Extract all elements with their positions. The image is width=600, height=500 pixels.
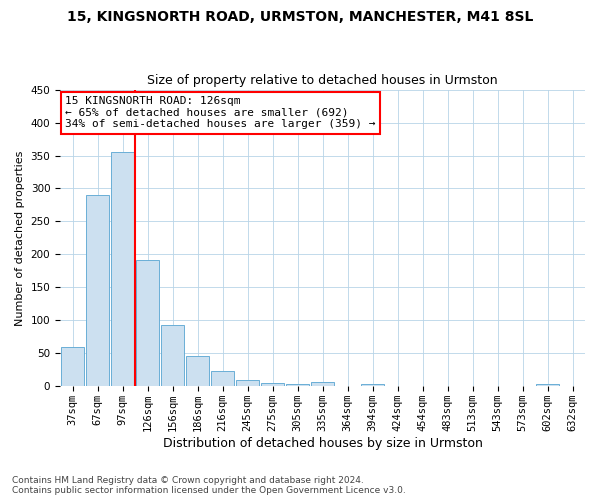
Bar	[311, 382, 334, 386]
X-axis label: Distribution of detached houses by size in Urmston: Distribution of detached houses by size …	[163, 437, 482, 450]
Bar	[361, 384, 384, 386]
Bar	[86, 195, 109, 386]
Bar	[261, 383, 284, 386]
Text: 15, KINGSNORTH ROAD, URMSTON, MANCHESTER, M41 8SL: 15, KINGSNORTH ROAD, URMSTON, MANCHESTER…	[67, 10, 533, 24]
Bar	[286, 384, 309, 386]
Text: Contains HM Land Registry data © Crown copyright and database right 2024.
Contai: Contains HM Land Registry data © Crown c…	[12, 476, 406, 495]
Bar	[186, 356, 209, 386]
Title: Size of property relative to detached houses in Urmston: Size of property relative to detached ho…	[147, 74, 498, 87]
Bar	[136, 260, 159, 386]
Bar	[161, 325, 184, 386]
Bar	[536, 384, 559, 386]
Y-axis label: Number of detached properties: Number of detached properties	[15, 150, 25, 326]
Bar	[61, 348, 84, 387]
Bar	[111, 152, 134, 386]
Text: 15 KINGSNORTH ROAD: 126sqm
← 65% of detached houses are smaller (692)
34% of sem: 15 KINGSNORTH ROAD: 126sqm ← 65% of deta…	[65, 96, 376, 130]
Bar	[211, 371, 234, 386]
Bar	[236, 380, 259, 386]
